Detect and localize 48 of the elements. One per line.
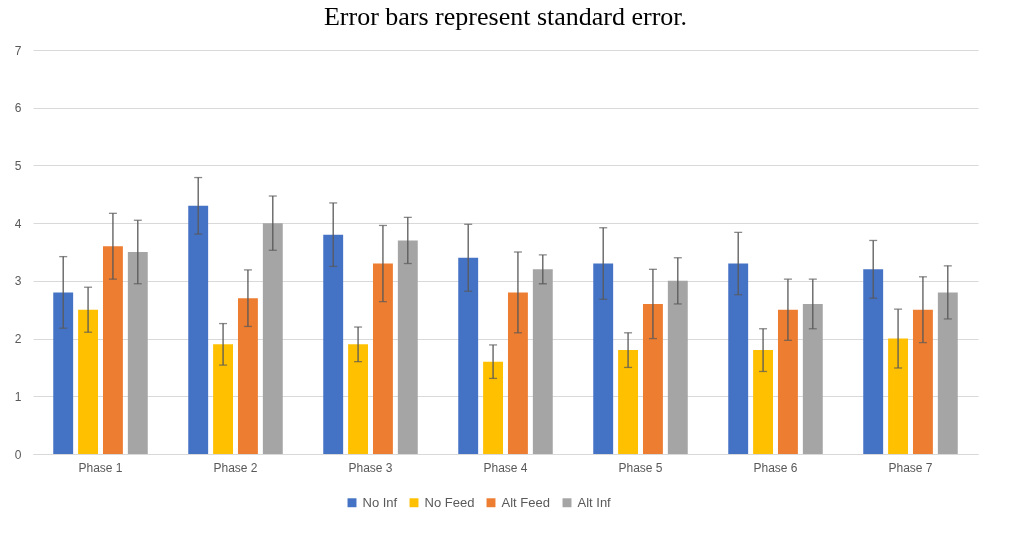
bar — [78, 309, 99, 454]
bar — [483, 361, 504, 454]
x-tick-label: Phase 6 — [753, 460, 798, 475]
bar — [188, 205, 209, 454]
y-tick-label: 4 — [14, 216, 22, 231]
bar — [863, 269, 884, 454]
x-tick-label: Phase 7 — [888, 460, 933, 475]
bar — [777, 309, 798, 454]
bar — [262, 223, 283, 454]
x-tick-label: Phase 1 — [78, 460, 123, 475]
legend-label: Alt Feed — [501, 494, 550, 510]
bar — [532, 269, 553, 454]
legend-label: No Feed — [424, 494, 475, 510]
bar — [753, 350, 774, 454]
y-tick-label: 1 — [14, 389, 22, 404]
y-tick-label: 7 — [14, 43, 22, 58]
bar — [937, 292, 958, 454]
bar — [642, 303, 663, 454]
y-tick-label: 5 — [14, 158, 22, 173]
bar — [348, 344, 369, 454]
y-tick-label: 6 — [14, 101, 22, 116]
bar — [728, 263, 749, 454]
legend-label: Alt Inf — [577, 494, 612, 510]
bar — [618, 350, 639, 454]
chart-title: Error bars represent standard error. — [323, 2, 688, 31]
bar — [397, 240, 418, 454]
bar — [213, 344, 234, 454]
bar — [372, 263, 393, 454]
legend-label: No Inf — [362, 494, 398, 510]
bar — [888, 338, 909, 454]
bar — [802, 303, 823, 454]
x-tick-label: Phase 3 — [348, 460, 393, 475]
bar — [323, 234, 344, 454]
bar — [127, 252, 148, 454]
bar — [458, 257, 479, 454]
y-tick-label: 3 — [14, 274, 22, 289]
bar — [507, 292, 528, 454]
x-tick-label: Phase 4 — [483, 460, 528, 475]
bar — [102, 246, 123, 454]
bar — [912, 309, 933, 454]
y-tick-label: 0 — [14, 447, 22, 462]
bar — [667, 280, 688, 454]
y-tick-label: 2 — [14, 332, 22, 347]
bar — [593, 263, 614, 454]
x-tick-label: Phase 5 — [618, 460, 663, 475]
bar — [53, 292, 74, 454]
bar — [237, 298, 258, 454]
x-tick-label: Phase 2 — [213, 460, 258, 475]
